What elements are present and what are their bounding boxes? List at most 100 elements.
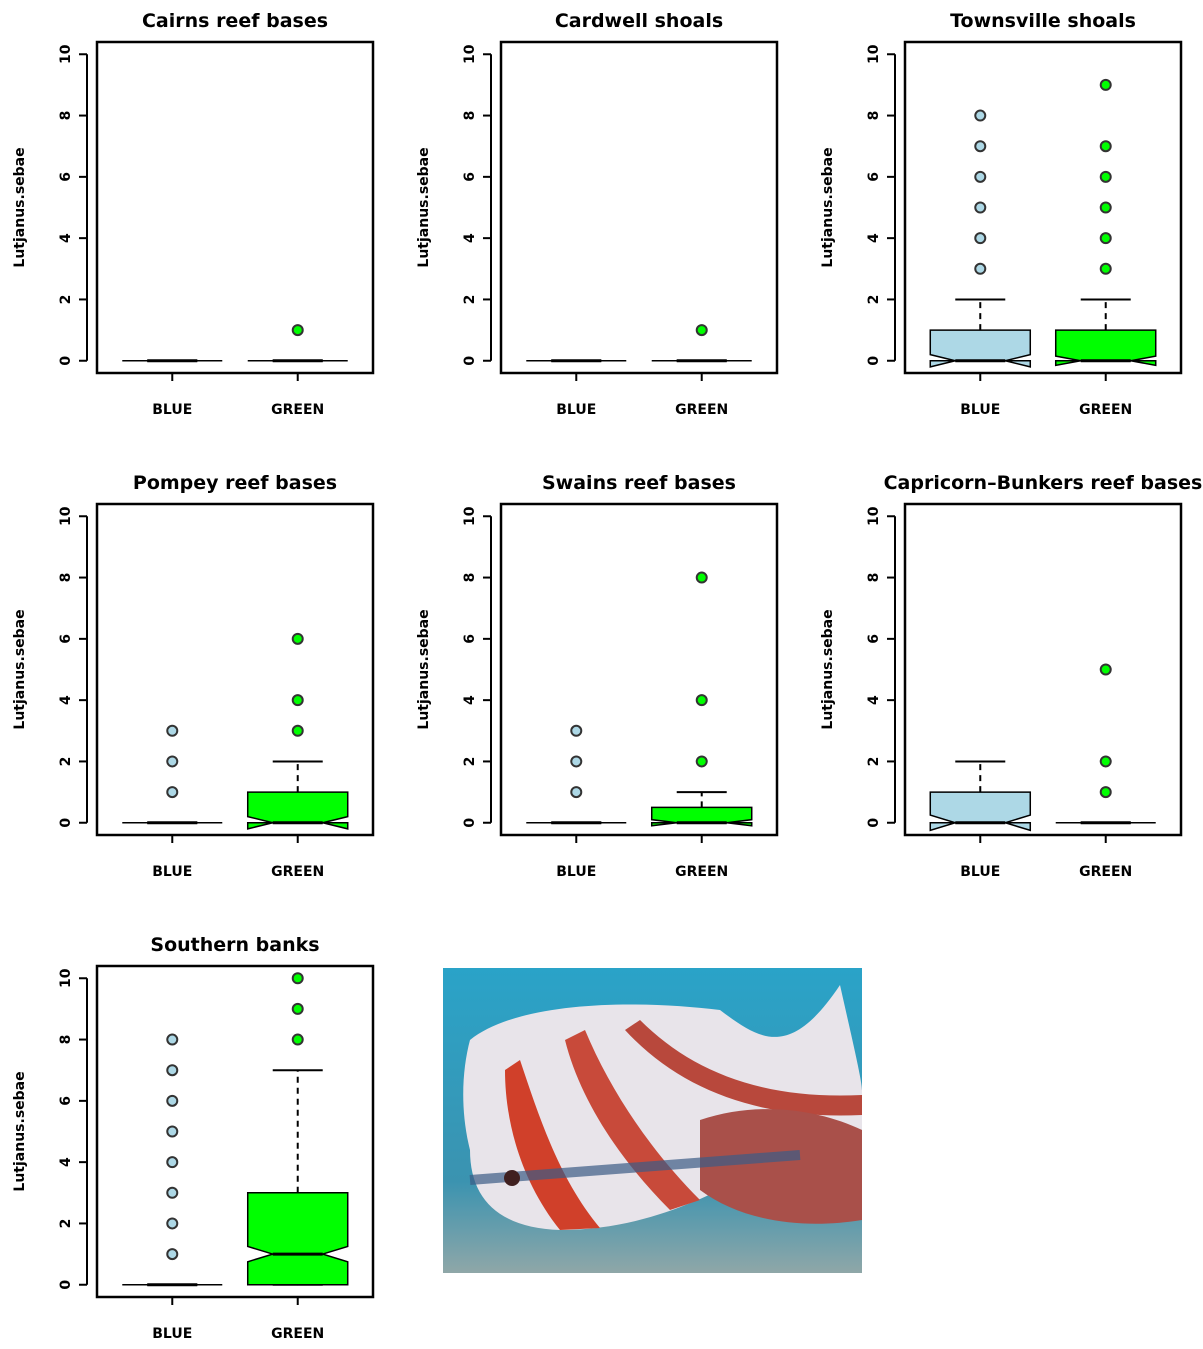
x-tick-label: GREEN	[675, 864, 728, 880]
y-axis-label: Lutjanus.sebae	[12, 147, 28, 267]
outlier	[1099, 786, 1112, 799]
box	[246, 1192, 349, 1286]
y-tick-label: 8	[866, 573, 882, 583]
y-axis-label: Lutjanus.sebae	[416, 147, 432, 267]
y-tick-label: 8	[462, 111, 478, 121]
y-tick-label: 4	[58, 233, 74, 243]
outlier	[166, 1217, 179, 1230]
y-tick-label: 8	[58, 1035, 74, 1045]
y-tick-label: 8	[58, 111, 74, 121]
box	[1054, 329, 1157, 367]
outlier	[570, 724, 583, 737]
y-tick-label: 4	[866, 695, 882, 705]
x-tick-label: GREEN	[271, 1326, 324, 1342]
y-tick-label: 8	[462, 573, 478, 583]
panel-title: Capricorn–Bunkers reef bases	[884, 472, 1203, 494]
y-tick-label: 0	[58, 818, 74, 828]
fish-photo	[443, 968, 862, 1273]
y-tick-label: 0	[462, 818, 478, 828]
y-tick-label: 2	[58, 1219, 74, 1229]
x-tick-label: GREEN	[271, 402, 324, 418]
y-tick-label: 0	[58, 1280, 74, 1290]
panel: Cardwell shoals Lutjanus.sebae 0 2 4 6 8 10 BLUE…	[416, 10, 779, 418]
x-tick-label: BLUE	[152, 864, 192, 880]
box	[929, 329, 1032, 368]
y-tick-label: 6	[58, 1096, 74, 1106]
y-tick-label: 6	[462, 172, 478, 182]
y-tick-label: 10	[58, 968, 74, 988]
outlier	[974, 109, 987, 122]
outlier	[291, 324, 304, 337]
y-tick-label: 2	[462, 757, 478, 767]
panel: Swains reef bases Lutjanus.sebae 0 2 4 6 8 10 BL…	[416, 472, 779, 880]
outlier	[1099, 232, 1112, 245]
y-tick-label: 8	[58, 573, 74, 583]
plot-frame	[95, 502, 375, 837]
x-tick-label: BLUE	[960, 864, 1000, 880]
outlier	[974, 170, 987, 183]
outlier	[1099, 78, 1112, 91]
outlier	[1099, 140, 1112, 153]
plot-frame	[95, 40, 375, 375]
outlier	[291, 694, 304, 707]
y-tick-label: 2	[866, 295, 882, 305]
box	[246, 791, 349, 830]
y-tick-label: 4	[462, 695, 478, 705]
y-tick-label: 10	[462, 44, 478, 64]
y-tick-label: 10	[866, 44, 882, 64]
outlier	[695, 324, 708, 337]
outlier	[974, 140, 987, 153]
plot-frame	[95, 964, 375, 1299]
box	[650, 806, 753, 827]
y-tick-label: 4	[58, 1157, 74, 1167]
panel: Cairns reef bases Lutjanus.sebae 0 2 4 6 8 10 BL…	[12, 10, 375, 418]
y-tick-label: 0	[462, 356, 478, 366]
outlier	[166, 1186, 179, 1199]
plot-frame	[903, 502, 1183, 837]
panel-title: Cardwell shoals	[555, 10, 723, 32]
y-tick-label: 2	[462, 295, 478, 305]
x-tick-label: BLUE	[152, 402, 192, 418]
y-tick-label: 6	[866, 634, 882, 644]
outlier	[166, 1064, 179, 1077]
plot-frame	[903, 40, 1183, 375]
y-tick-label: 10	[866, 506, 882, 526]
panel: Capricorn–Bunkers reef bases Lutjanus.seb…	[820, 472, 1202, 880]
outlier	[570, 755, 583, 768]
panel: Southern banks Lutjanus.sebae 0 2 4 6 8 10 BLUE G…	[12, 934, 375, 1342]
outlier	[166, 1094, 179, 1107]
y-axis-label: Lutjanus.sebae	[820, 147, 836, 267]
outlier	[291, 972, 304, 985]
x-tick-label: BLUE	[556, 402, 596, 418]
outlier	[1099, 201, 1112, 214]
panel-title: Pompey reef bases	[133, 472, 337, 494]
outlier	[1099, 663, 1112, 676]
outlier	[291, 632, 304, 645]
y-tick-label: 0	[866, 356, 882, 366]
outlier	[166, 724, 179, 737]
outlier	[166, 1248, 179, 1261]
y-tick-label: 2	[58, 295, 74, 305]
outlier	[166, 1156, 179, 1169]
y-tick-label: 6	[866, 172, 882, 182]
panel: Pompey reef bases Lutjanus.sebae 0 2 4 6 8 10 BL…	[12, 472, 375, 880]
y-tick-label: 6	[58, 634, 74, 644]
outlier	[974, 262, 987, 275]
x-tick-label: GREEN	[675, 402, 728, 418]
y-tick-label: 4	[866, 233, 882, 243]
panel-title: Swains reef bases	[542, 472, 736, 494]
y-tick-label: 2	[58, 757, 74, 767]
panel-title: Cairns reef bases	[142, 10, 328, 32]
outlier	[1099, 170, 1112, 183]
y-axis-label: Lutjanus.sebae	[416, 609, 432, 729]
plot-frame	[499, 40, 779, 375]
y-tick-label: 10	[58, 506, 74, 526]
outlier	[1099, 262, 1112, 275]
y-tick-label: 4	[58, 695, 74, 705]
y-tick-label: 10	[462, 506, 478, 526]
y-tick-label: 6	[58, 172, 74, 182]
panel-title: Southern banks	[150, 934, 319, 956]
outlier	[291, 724, 304, 737]
